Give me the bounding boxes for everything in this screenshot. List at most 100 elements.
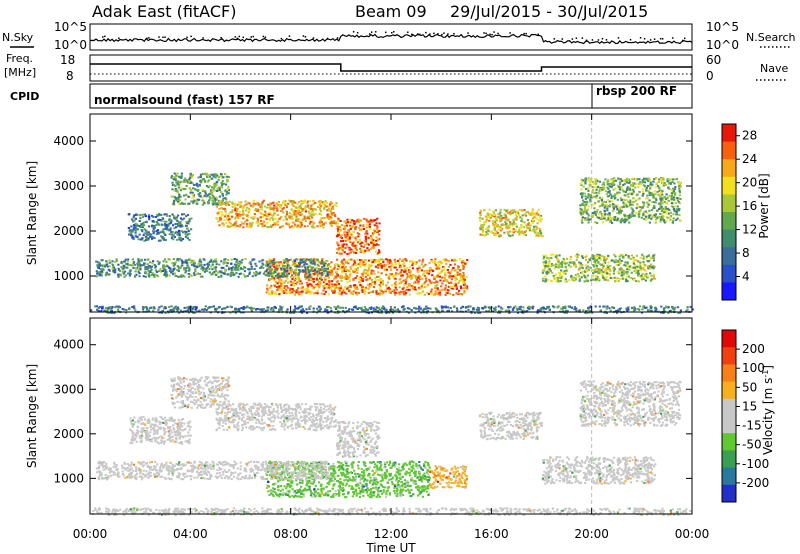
echo-pixel [204,179,207,182]
echo-pixel [136,224,139,227]
echo-pixel [256,217,259,220]
echo-pixel [644,279,647,282]
echo-pixel [369,235,373,238]
echo-pixel [375,236,378,239]
echo-pixel [208,195,211,198]
echo-pixel [537,232,540,235]
echo-pixel [648,216,651,219]
echo-pixel [393,260,396,263]
echo-pixel [633,263,637,266]
echo-pixel [185,259,188,262]
echo-pixel [618,268,621,271]
echo-pixel [584,181,587,184]
echo-pixel [204,190,207,193]
echo-pixel [273,221,276,224]
echo-pixel [283,285,287,288]
nsky-point [629,38,632,41]
echo-pixel [280,204,283,207]
echo-pixel [265,291,268,294]
echo-pixel [582,185,585,188]
echo-pixel [202,200,206,203]
echo-pixel [324,221,327,224]
echo-pixel [606,182,609,185]
echo-pixel [124,258,127,261]
echo-pixel [589,259,592,262]
nsky-point [162,36,164,39]
echo-pixel [425,276,428,279]
nsky-point [304,36,307,38]
echo-pixel [667,187,670,190]
echo-pixel [460,307,463,310]
echo-pixel [356,266,359,269]
echo-pixel [243,265,246,268]
echo-pixel [631,266,634,269]
echo-pixel [138,264,141,267]
echo-pixel [429,281,432,284]
echo-pixel [151,237,154,240]
echo-pixel [306,202,309,204]
echo-pixel [221,202,224,205]
echo-pixel [499,217,502,220]
echo-pixel [329,287,332,290]
echo-pixel [167,223,170,226]
echo-pixel [661,182,664,185]
echo-pixel [592,278,595,281]
echo-pixel [379,285,382,288]
echo-pixel [640,181,643,184]
echo-pixel [592,191,595,194]
echo-pixel [662,207,665,210]
echo-pixel [295,291,298,294]
echo-pixel [372,219,375,222]
echo-pixel [462,267,465,270]
echo-pixel [142,234,145,237]
echo-pixel [341,239,345,242]
echo-pixel [226,273,230,276]
echo-pixel [340,245,343,247]
echo-pixel [162,260,165,263]
echo-pixel [604,272,607,275]
echo-pixel [156,214,159,217]
echo-pixel [413,281,416,284]
echo-pixel [187,222,190,225]
echo-pixel [207,264,210,267]
echo-pixel [203,270,207,273]
echo-pixel [594,195,597,198]
echo-pixel [377,251,380,254]
echo-pixel [399,277,402,280]
echo-pixel [306,204,310,207]
echo-pixel [634,212,637,215]
echo-pixel [296,265,299,268]
echo-pixel [346,245,349,248]
echo-pixel [269,211,272,214]
echo-pixel [144,275,147,278]
echo-pixel [384,288,387,291]
echo-pixel [217,275,220,278]
echo-pixel [241,222,244,225]
echo-pixel [134,214,137,216]
echo-pixel [594,214,597,216]
echo-pixel [263,224,266,227]
echo-pixel [616,219,619,222]
echo-pixel [176,180,179,183]
echo-pixel [213,201,216,204]
echo-pixel [656,209,659,212]
echo-pixel [428,269,431,272]
echo-pixel [550,264,553,267]
echo-pixel [441,276,444,279]
echo-pixel [632,210,635,213]
echo-pixel [172,258,175,261]
echo-pixel [142,216,145,218]
echo-pixel [337,244,340,247]
echo-pixel [381,283,384,286]
echo-pixel [96,272,99,275]
echo-pixel [595,216,599,219]
echo-pixel [324,275,328,277]
nsky-point [659,37,662,40]
echo-pixel [343,233,346,236]
echo-pixel [495,217,498,219]
echo-pixel [352,236,355,238]
echo-pixel [374,282,377,285]
echo-pixel [642,276,645,278]
echo-pixel [149,235,152,238]
echo-pixel [642,192,645,195]
